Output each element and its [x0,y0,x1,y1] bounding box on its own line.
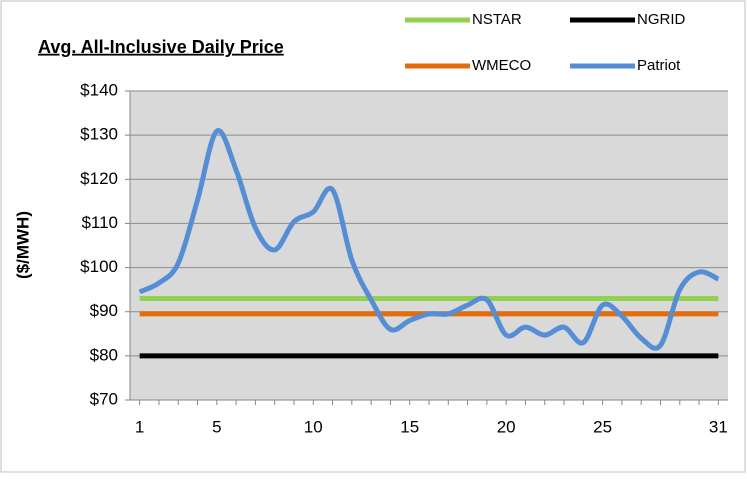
x-tick-label: 15 [400,417,419,436]
chart-title: Avg. All-Inclusive Daily Price [38,37,284,57]
y-tick-label: $100 [80,257,118,276]
x-tick-label: 25 [593,417,612,436]
x-tick-label: 20 [497,417,516,436]
y-axis-label: ($/MWH) [13,211,32,279]
legend-label: WMECO [472,57,531,74]
y-tick-label: $140 [80,80,118,99]
y-tick-label: $80 [90,345,118,364]
x-tick-label: 10 [304,417,323,436]
y-tick-label: $120 [80,169,118,188]
series-line [138,128,720,351]
plot-area [130,91,728,400]
y-tick-label: $90 [90,301,118,320]
x-tick-label: 5 [212,417,221,436]
y-tick-label: $70 [90,389,118,408]
y-tick-label: $110 [81,213,118,232]
x-tick-label: 31 [709,417,728,436]
legend-label: NSTAR [472,11,522,28]
legend-label: NGRID [637,11,686,28]
x-tick-label: 1 [135,417,144,436]
legend-label: Patriot [637,57,681,74]
y-tick-label: $130 [80,125,118,144]
